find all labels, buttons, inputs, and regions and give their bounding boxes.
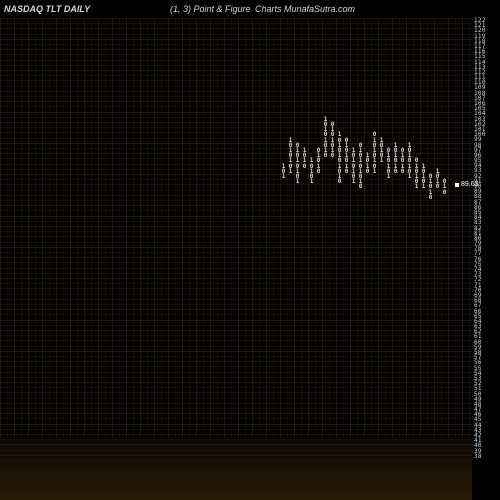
pnf-cell: 1 — [294, 179, 301, 184]
pnf-column: 0101010 — [343, 138, 350, 174]
pnf-cell: 1 — [378, 158, 385, 163]
pnf-column: 1010101 — [287, 138, 294, 174]
pnf-column: 10101 — [378, 138, 385, 164]
pnf-cell: 0 — [427, 195, 434, 200]
price-dot-icon — [455, 183, 459, 187]
pnf-cell: 1 — [420, 184, 427, 189]
current-price-value: 89.63 — [461, 181, 479, 188]
pnf-column: 10101010 — [322, 117, 329, 159]
pnf-column: 1010 — [364, 153, 371, 174]
pnf-column: 1010101010 — [336, 132, 343, 184]
pnf-column: 010101 — [413, 158, 420, 189]
pnf-column: 10101 — [420, 164, 427, 190]
pnf-cell: 1 — [406, 174, 413, 179]
pnf-cell: 1 — [371, 169, 378, 174]
pnf-cell: 0 — [343, 169, 350, 174]
chart-source: Charts MunafaSutra.com — [255, 4, 355, 14]
pnf-column: 1010 — [434, 169, 441, 190]
pnf-cell: 0 — [392, 169, 399, 174]
pnf-column: 01010 — [315, 148, 322, 174]
pnf-column: 10101 — [308, 158, 315, 184]
chart-title: NASDAQ TLT DAILY — [4, 4, 90, 14]
y-axis-label: 38 — [474, 454, 498, 459]
pnf-column: 01010 — [427, 174, 434, 200]
pnf-cell: 0 — [322, 153, 329, 158]
y-axis: 1221211201191181171161151141131121111101… — [474, 18, 498, 468]
chart-header: NASDAQ TLT DAILY (1, 3) Point & Figure C… — [0, 4, 500, 18]
pnf-column: 01010101 — [294, 143, 301, 185]
pnf-cell: 0 — [315, 169, 322, 174]
pnf-cell: 0 — [364, 169, 371, 174]
pnf-column: 1010101 — [350, 148, 357, 184]
pnf-cell: 0 — [399, 169, 406, 174]
pnf-cell: 1 — [280, 174, 287, 179]
pnf-cell: 1 — [287, 169, 294, 174]
pnf-column: 010101010 — [357, 143, 364, 190]
pnf-cell: 0 — [434, 184, 441, 189]
chart-params: (1, 3) Point & Figure — [170, 4, 251, 14]
pnf-cell: 1 — [350, 179, 357, 184]
bottom-fade — [0, 440, 472, 500]
pnf-cell: 0 — [301, 164, 308, 169]
pnf-column: 101010 — [392, 143, 399, 174]
pnf-column: 010 — [441, 179, 448, 195]
pnf-cell: 0 — [357, 184, 364, 189]
pnf-cell: 1 — [413, 184, 420, 189]
pnf-cell: 1 — [308, 179, 315, 184]
pnf-column: 01010 — [399, 148, 406, 174]
pnf-column: 01010101 — [371, 132, 378, 174]
pnf-column: 1010101 — [406, 143, 413, 179]
chart-grid-area — [0, 18, 472, 438]
pnf-cell: 1 — [385, 174, 392, 179]
pnf-cell: 0 — [329, 153, 336, 158]
pnf-cell: 0 — [441, 190, 448, 195]
pnf-cell: 0 — [336, 179, 343, 184]
pnf-column: 1010 — [301, 148, 308, 169]
chart-container: NASDAQ TLT DAILY (1, 3) Point & Figure C… — [0, 0, 500, 500]
pnf-column: 0101010 — [329, 122, 336, 158]
current-price-marker: 89.63 — [455, 181, 479, 188]
pnf-column: 101 — [280, 164, 287, 180]
pnf-column: 010101 — [385, 148, 392, 179]
